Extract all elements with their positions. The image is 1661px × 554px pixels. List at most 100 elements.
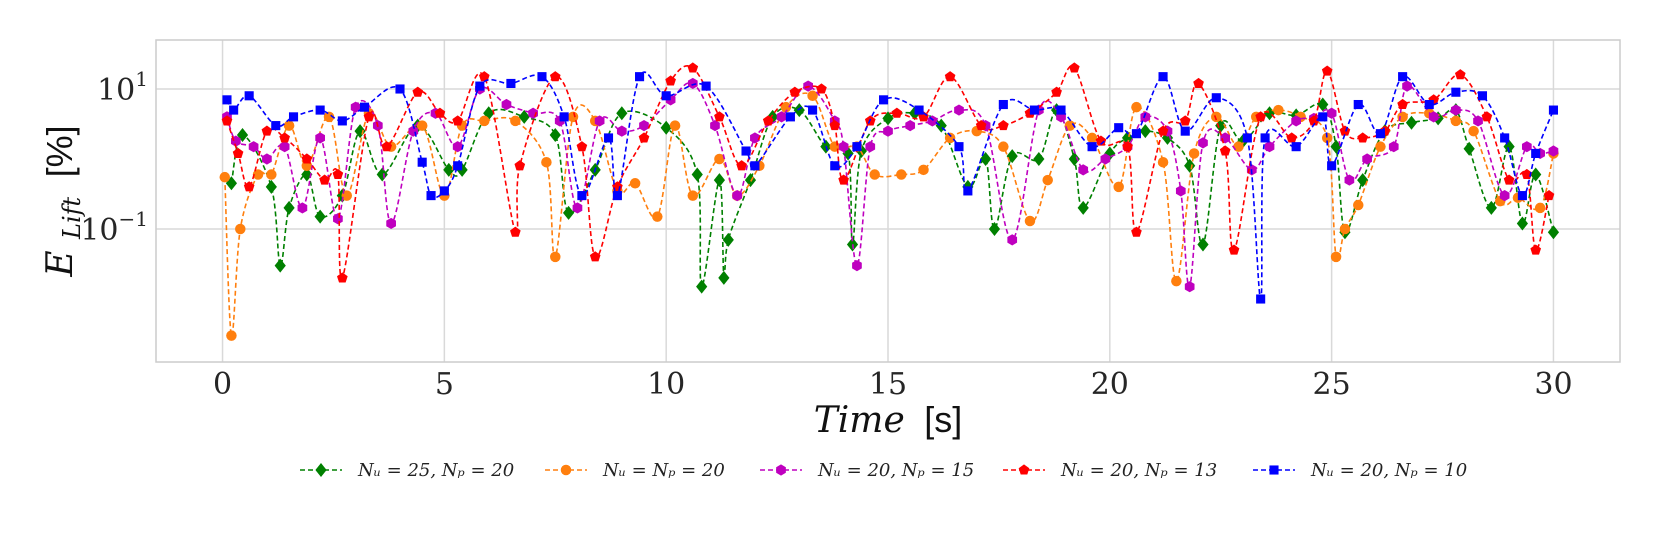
data-point: [944, 71, 956, 82]
y-axis-variable: E: [40, 250, 81, 277]
data-point: [1246, 164, 1257, 176]
data-point: [510, 115, 521, 127]
data-point: [279, 132, 290, 143]
data-point: [616, 125, 627, 137]
data-point: [1184, 158, 1196, 173]
data-point: [229, 105, 239, 115]
legend-label: Nᵤ = 25, Nₚ = 20: [357, 460, 514, 481]
data-point: [1327, 161, 1337, 171]
data-point: [235, 223, 246, 235]
data-point: [1286, 132, 1298, 143]
data-point: [567, 111, 579, 123]
data-point: [1450, 115, 1462, 127]
data-point: [1198, 137, 1208, 149]
data-point: [1330, 251, 1342, 263]
data-point: [736, 160, 747, 171]
series-5: [222, 71, 1559, 304]
data-point: [1215, 118, 1227, 133]
data-point: [576, 141, 588, 152]
data-point: [1180, 126, 1190, 136]
data-point: [762, 115, 774, 126]
data-point: [635, 72, 645, 82]
data-point: [722, 232, 734, 247]
data-point: [865, 141, 876, 153]
data-point: [562, 205, 575, 220]
data-point: [816, 83, 827, 94]
data-point: [1139, 124, 1151, 139]
data-point: [1451, 104, 1461, 116]
data-point: [416, 120, 428, 131]
data-point: [1388, 141, 1399, 153]
data-point: [927, 115, 938, 127]
data-point: [963, 186, 973, 196]
data-point: [1375, 141, 1386, 152]
data-point: [1517, 191, 1527, 201]
data-point: [453, 161, 463, 171]
data-point: [669, 120, 681, 131]
data-point: [687, 190, 699, 201]
data-point: [1468, 125, 1479, 137]
data-point: [1530, 244, 1542, 255]
data-point: [1357, 173, 1369, 188]
data-point: [1424, 99, 1434, 110]
data-point: [1353, 99, 1363, 110]
x-tick-label: 5: [435, 367, 454, 402]
data-point: [1264, 141, 1275, 153]
data-point: [1397, 98, 1408, 110]
series-4: [221, 62, 1555, 283]
data-point: [1548, 105, 1559, 115]
data-point: [274, 258, 286, 273]
data-point: [846, 237, 859, 252]
data-point: [354, 124, 366, 139]
data-point: [1548, 145, 1559, 157]
data-point: [226, 330, 237, 341]
data-point: [549, 128, 561, 143]
data-point: [1463, 141, 1475, 156]
data-point: [1308, 115, 1320, 126]
data-point: [1157, 125, 1169, 136]
data-point: [1086, 132, 1098, 144]
data-point: [744, 173, 757, 188]
data-point: [1056, 105, 1066, 115]
data-point: [1451, 87, 1461, 97]
legend-label: Nᵤ = 20, Nₚ = 13: [1060, 460, 1217, 481]
legend-entry: Nᵤ = 25, Nₚ = 20: [300, 460, 514, 481]
data-point: [998, 120, 1009, 131]
data-point: [1260, 133, 1270, 143]
legend-marker: [1018, 464, 1030, 475]
data-point: [395, 84, 405, 94]
data-point: [417, 157, 427, 167]
data-point: [869, 169, 880, 180]
data-point: [376, 167, 388, 182]
data-point: [359, 102, 370, 112]
x-tick-label: 10: [647, 367, 685, 402]
data-point: [1158, 72, 1168, 82]
data-point: [1131, 129, 1141, 139]
data-point: [577, 191, 587, 201]
data-point: [589, 251, 601, 262]
data-point: [1184, 281, 1195, 293]
series-3: [222, 77, 1559, 293]
data-point: [1405, 115, 1418, 130]
data-point: [914, 105, 924, 115]
data-point: [297, 202, 308, 214]
data-point: [808, 105, 818, 115]
data-point: [1029, 105, 1039, 115]
data-point: [261, 125, 273, 136]
data-point: [452, 141, 463, 153]
legend-marker: [315, 463, 327, 477]
data-point: [750, 161, 760, 171]
data-point: [381, 141, 393, 152]
data-point: [315, 105, 325, 115]
data-point: [1362, 153, 1372, 165]
legend-label: Nᵤ = 20, Nₚ = 10: [1310, 460, 1467, 481]
data-point: [452, 115, 463, 126]
data-point: [363, 111, 375, 122]
series-layer: [219, 62, 1560, 341]
data-point: [638, 132, 650, 143]
x-axis-title: Time [s]: [814, 399, 962, 441]
legend-marker: [776, 464, 786, 476]
legend: Nᵤ = 25, Nₚ = 20 Nᵤ = Nₚ = 20 Nᵤ = 20, Nₚ …: [300, 460, 1467, 481]
data-point: [283, 120, 295, 131]
data-point: [443, 162, 455, 177]
